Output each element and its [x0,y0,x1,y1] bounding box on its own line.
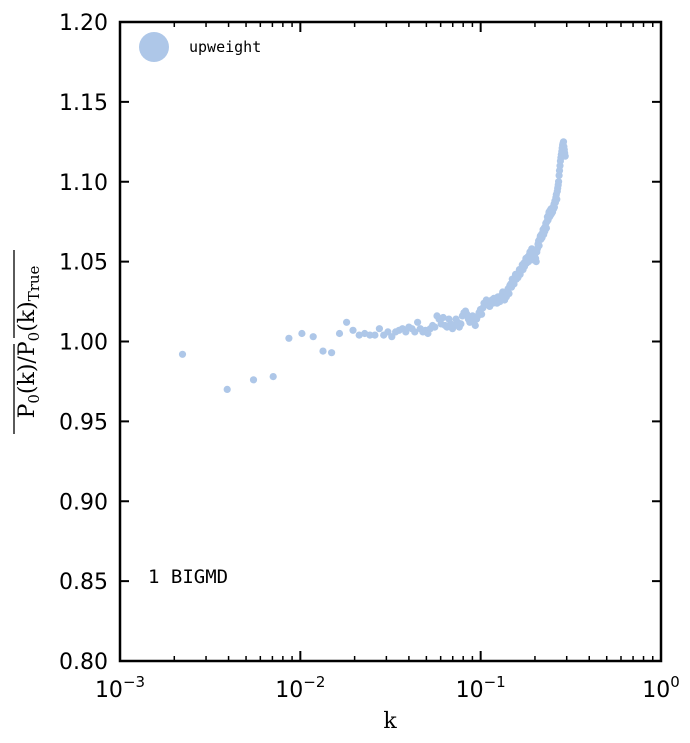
data-point [384,328,392,336]
data-point [414,318,422,326]
y-tick-label: 1.20 [59,11,108,36]
data-point [249,376,258,384]
y-tick-label: 1.05 [59,251,108,276]
data-point [553,195,561,203]
data-point [366,331,374,339]
x-tick-labels: 10−3 10−2 10−1 100 [95,673,680,703]
data-point [375,325,383,333]
data-point [555,178,563,186]
data-point [388,333,396,341]
y-axis-label: P0(k)/P0(k)True [13,250,43,434]
data-point [349,326,357,334]
y-tick-label: 1.10 [59,171,108,196]
legend: upweight [139,32,261,62]
data-point [535,242,543,250]
y-tick-label: 0.80 [59,650,108,675]
x-tick-label: 10−1 [456,673,506,703]
y-tick-labels: 0.80 0.85 0.90 0.95 1.00 1.05 1.10 1.15 1.20 [59,11,108,675]
x-axis-label: k [383,709,397,734]
data-point [411,328,419,336]
data-point [371,331,379,339]
data-point [328,349,336,357]
x-tick-label: 100 [642,673,680,703]
data-point [457,320,465,328]
data-point [439,313,447,322]
x-tick-label: 10−3 [95,673,145,703]
data-point [269,373,277,381]
data-point [309,333,317,341]
y-tick-label: 1.00 [59,331,108,356]
scatter-points [178,138,569,393]
y-tick-label: 0.85 [59,570,108,595]
x-tick-label: 10−2 [275,673,325,703]
y-tick-label: 0.95 [59,410,108,435]
y-tick-label: 1.15 [59,91,108,116]
data-point [355,331,363,339]
data-point [431,323,439,331]
data-point [223,385,231,393]
data-point [505,290,513,298]
plot-frame [118,20,663,663]
data-point [298,329,306,338]
data-point [471,321,479,330]
legend-label: upweight [189,38,261,56]
data-point [178,350,187,358]
data-point [343,318,351,326]
data-point [478,310,486,318]
annotation-text: 1 BIGMD [148,566,228,588]
legend-marker [139,32,169,62]
data-point [285,334,293,342]
y-axis-label-text: P0(k)/P0(k)True [15,265,43,418]
data-point [532,258,540,266]
data-point [335,329,344,338]
data-point [561,152,569,160]
data-point [319,347,327,355]
data-point [542,224,551,232]
y-tick-label: 0.90 [59,490,108,515]
